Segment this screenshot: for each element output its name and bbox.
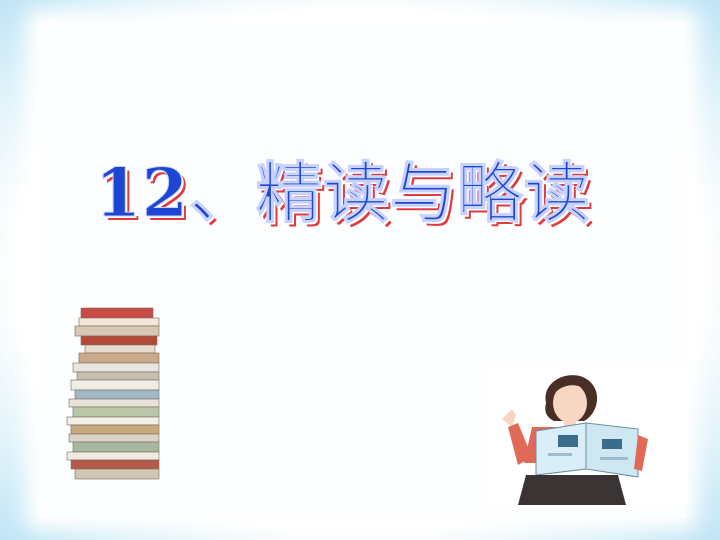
books-stack-image xyxy=(66,307,160,480)
woman-reading-image xyxy=(488,365,688,505)
slide-title: 12、精读与略读 xyxy=(95,154,591,233)
